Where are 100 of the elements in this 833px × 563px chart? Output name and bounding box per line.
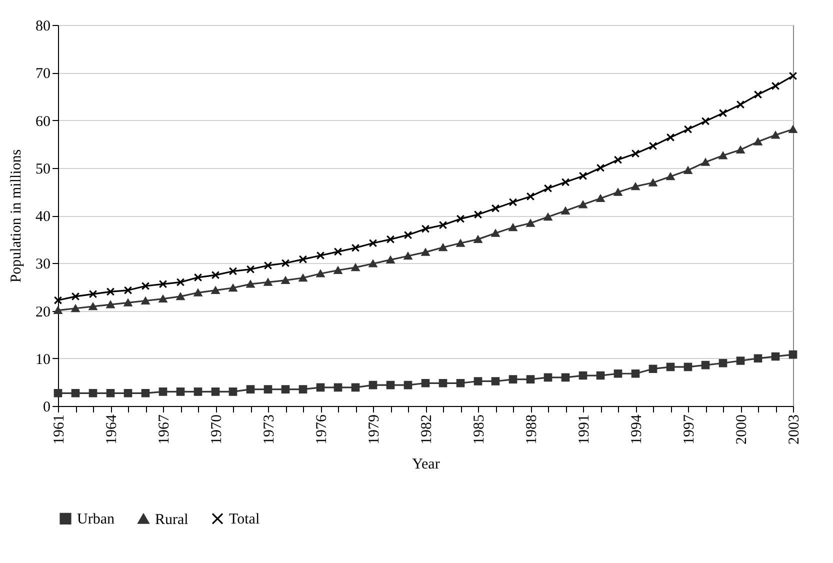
point xyxy=(648,178,658,186)
point xyxy=(561,373,570,382)
point xyxy=(544,213,552,221)
y-tick-label: 80 xyxy=(36,18,50,34)
point xyxy=(438,244,448,252)
point xyxy=(666,133,675,142)
point xyxy=(54,306,62,314)
point xyxy=(421,224,430,233)
point xyxy=(491,229,500,237)
point xyxy=(614,156,622,164)
point xyxy=(404,230,412,240)
x-axis-title: Year xyxy=(412,456,440,472)
point xyxy=(228,284,238,292)
point xyxy=(298,255,308,264)
y-tick-label: 50 xyxy=(36,161,50,178)
point xyxy=(614,188,622,196)
y-tick-label: 20 xyxy=(36,304,50,320)
point xyxy=(736,146,745,154)
point xyxy=(88,302,98,310)
point xyxy=(211,286,220,294)
point xyxy=(351,383,360,392)
x-tick-label: 1964 xyxy=(104,414,120,444)
point xyxy=(561,178,570,186)
point xyxy=(771,82,780,90)
legend-label: Rural xyxy=(155,512,188,528)
point xyxy=(54,388,62,398)
x-tick-label: 1973 xyxy=(262,414,278,444)
point xyxy=(456,214,465,223)
point xyxy=(474,377,482,386)
point xyxy=(106,288,115,296)
x-tick-label: 1994 xyxy=(629,414,645,444)
point xyxy=(106,388,115,398)
point xyxy=(298,274,308,282)
point xyxy=(194,388,202,396)
point xyxy=(334,266,342,274)
x-tick-label: 1967 xyxy=(156,414,172,444)
point xyxy=(614,369,622,378)
point xyxy=(228,388,238,396)
point xyxy=(701,360,710,370)
point xyxy=(404,380,412,390)
point xyxy=(684,362,692,372)
legend-label: Total xyxy=(229,512,260,528)
point xyxy=(474,210,482,219)
point xyxy=(544,373,552,382)
point xyxy=(334,383,342,392)
point xyxy=(544,184,552,193)
point xyxy=(736,356,745,365)
point xyxy=(596,371,605,380)
point xyxy=(438,220,448,230)
point xyxy=(316,383,325,392)
point xyxy=(788,126,798,134)
point xyxy=(578,200,588,208)
point xyxy=(124,286,132,294)
point xyxy=(264,385,272,394)
y-tick-label: 30 xyxy=(36,256,50,273)
point xyxy=(194,273,202,282)
point xyxy=(158,280,168,288)
point xyxy=(264,261,272,270)
point xyxy=(508,224,518,232)
point xyxy=(281,258,290,268)
point xyxy=(684,166,692,174)
point xyxy=(141,388,150,398)
point xyxy=(71,304,80,312)
point xyxy=(474,236,482,244)
point xyxy=(88,290,98,298)
point xyxy=(491,377,500,386)
point xyxy=(211,270,220,280)
point xyxy=(351,244,360,252)
x-tick-label: 1991 xyxy=(576,414,592,444)
point xyxy=(508,198,518,206)
x-tick-label: 1982 xyxy=(419,414,435,444)
point xyxy=(421,248,430,256)
point xyxy=(158,295,168,303)
point xyxy=(788,350,798,359)
x-tick-label: 1988 xyxy=(524,414,540,444)
point xyxy=(386,256,395,264)
point xyxy=(386,235,395,244)
point xyxy=(176,292,185,300)
point xyxy=(71,388,80,398)
point xyxy=(578,371,588,380)
point xyxy=(176,278,185,286)
y-axis-title: Population in millions xyxy=(8,149,24,283)
point xyxy=(176,388,185,396)
y-tick-label: 60 xyxy=(36,114,50,130)
point xyxy=(718,108,728,118)
point xyxy=(526,219,535,227)
x-tick-label: 2003 xyxy=(786,414,802,444)
point xyxy=(124,388,132,398)
x-tick-label: 1961 xyxy=(52,414,68,444)
point xyxy=(246,265,255,274)
point xyxy=(718,152,728,160)
point xyxy=(264,278,272,286)
point xyxy=(421,378,430,388)
point xyxy=(386,380,395,390)
point xyxy=(334,248,342,256)
point xyxy=(771,352,780,361)
point xyxy=(736,100,745,109)
point xyxy=(596,194,605,202)
point xyxy=(666,362,675,372)
point xyxy=(368,260,378,268)
